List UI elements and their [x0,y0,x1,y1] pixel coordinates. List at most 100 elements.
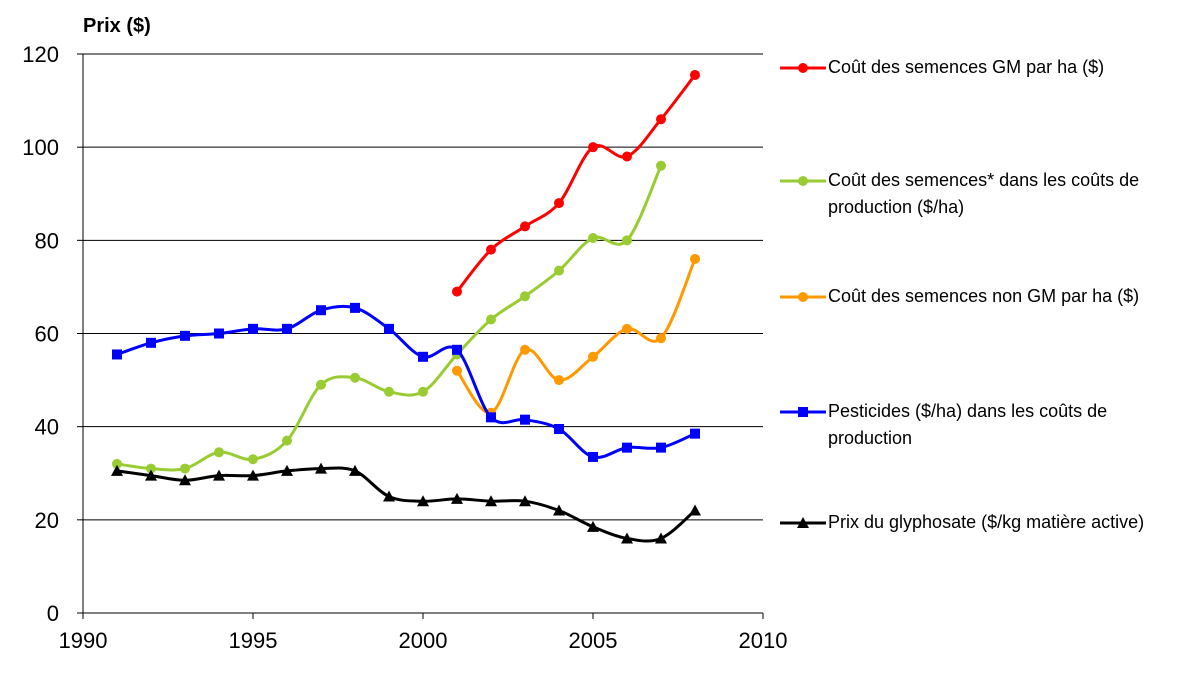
marker [282,435,292,446]
series-line [116,466,696,543]
legend-label: Prix du glyphosate ($/kg matière active) [828,512,1145,532]
marker [798,407,808,417]
marker [417,495,429,507]
marker [554,265,564,276]
marker [213,469,225,481]
marker [112,458,122,469]
marker [350,302,360,313]
marker [486,314,496,325]
marker [554,198,564,209]
marker [179,474,191,486]
legend-label: Coût des semences non GM par ha ($) [828,286,1140,306]
y-tick-label: 0 [47,601,59,626]
marker [588,351,598,362]
marker [349,464,361,476]
legend-icon [780,407,826,417]
marker [621,532,633,544]
marker [247,469,259,481]
marker [486,412,496,423]
marker [656,333,666,344]
legend-icon [780,517,826,528]
marker [588,233,598,244]
marker [316,305,326,316]
marker [519,495,531,507]
legend-entry: Prix du glyphosate ($/kg matière active) [780,509,1175,536]
marker [588,142,598,153]
marker [180,330,190,341]
marker [554,375,564,386]
marker [452,365,462,376]
marker [798,176,808,186]
marker [520,414,530,425]
marker [656,442,666,453]
marker [281,464,293,476]
series-line [455,74,697,293]
y-tick-label: 20 [35,508,59,533]
x-tick-label: 2000 [399,628,448,653]
marker [553,504,565,516]
x-tick-label: 1990 [59,628,108,653]
marker [418,351,428,362]
legend-label: Coût des semences GM par ha ($) [828,57,1105,77]
marker [798,63,808,73]
marker [656,160,666,171]
marker [145,469,157,481]
series-line [116,304,696,459]
marker [587,520,599,532]
marker [690,69,700,80]
marker [485,495,497,507]
marker [622,151,632,162]
legend-entry: Coût des semences* dans les coûts de pro… [780,167,1175,221]
marker [248,454,258,465]
marker [655,532,667,544]
legend-label: Pesticides ($/ha) dans les coûts de prod… [828,401,1108,448]
x-tick-label: 2010 [739,628,788,653]
marker [689,504,701,516]
x-tick-label: 1995 [229,628,278,653]
marker [383,490,395,502]
legend-icon [780,63,826,73]
marker [451,492,463,504]
marker [452,286,462,297]
marker [588,451,598,462]
marker [452,344,462,355]
marker [180,463,190,474]
marker [315,462,327,474]
legend-icon [780,292,826,302]
marker [384,386,394,397]
marker [690,428,700,439]
marker [486,244,496,255]
legend-label: Coût des semences* dans les coûts de pro… [828,170,1140,217]
marker [797,517,809,528]
y-tick-label: 80 [35,228,59,253]
marker [111,464,123,476]
marker [622,235,632,246]
y-tick-label: 100 [22,135,59,160]
marker [520,221,530,232]
marker [214,328,224,339]
marker [798,292,808,302]
y-tick-label: 40 [35,415,59,440]
marker [282,323,292,334]
marker [146,463,156,474]
legend-entry: Pesticides ($/ha) dans les coûts de prod… [780,398,1175,452]
legend: Coût des semences GM par ha ($) Coût des … [780,0,1180,673]
y-tick-label: 120 [22,42,59,67]
x-tick-label: 2005 [569,628,618,653]
legend-entry: Coût des semences GM par ha ($) [780,54,1175,81]
marker [520,344,530,355]
marker [690,253,700,264]
y-tick-label: 60 [35,322,59,347]
marker [214,447,224,458]
marker [146,337,156,348]
marker [520,291,530,302]
marker [622,323,632,334]
marker [384,323,394,334]
marker [418,386,428,397]
series-line [116,165,663,472]
legend-icon [780,176,826,186]
legend-entry: Coût des semences non GM par ha ($) [780,283,1175,310]
marker [656,114,666,125]
